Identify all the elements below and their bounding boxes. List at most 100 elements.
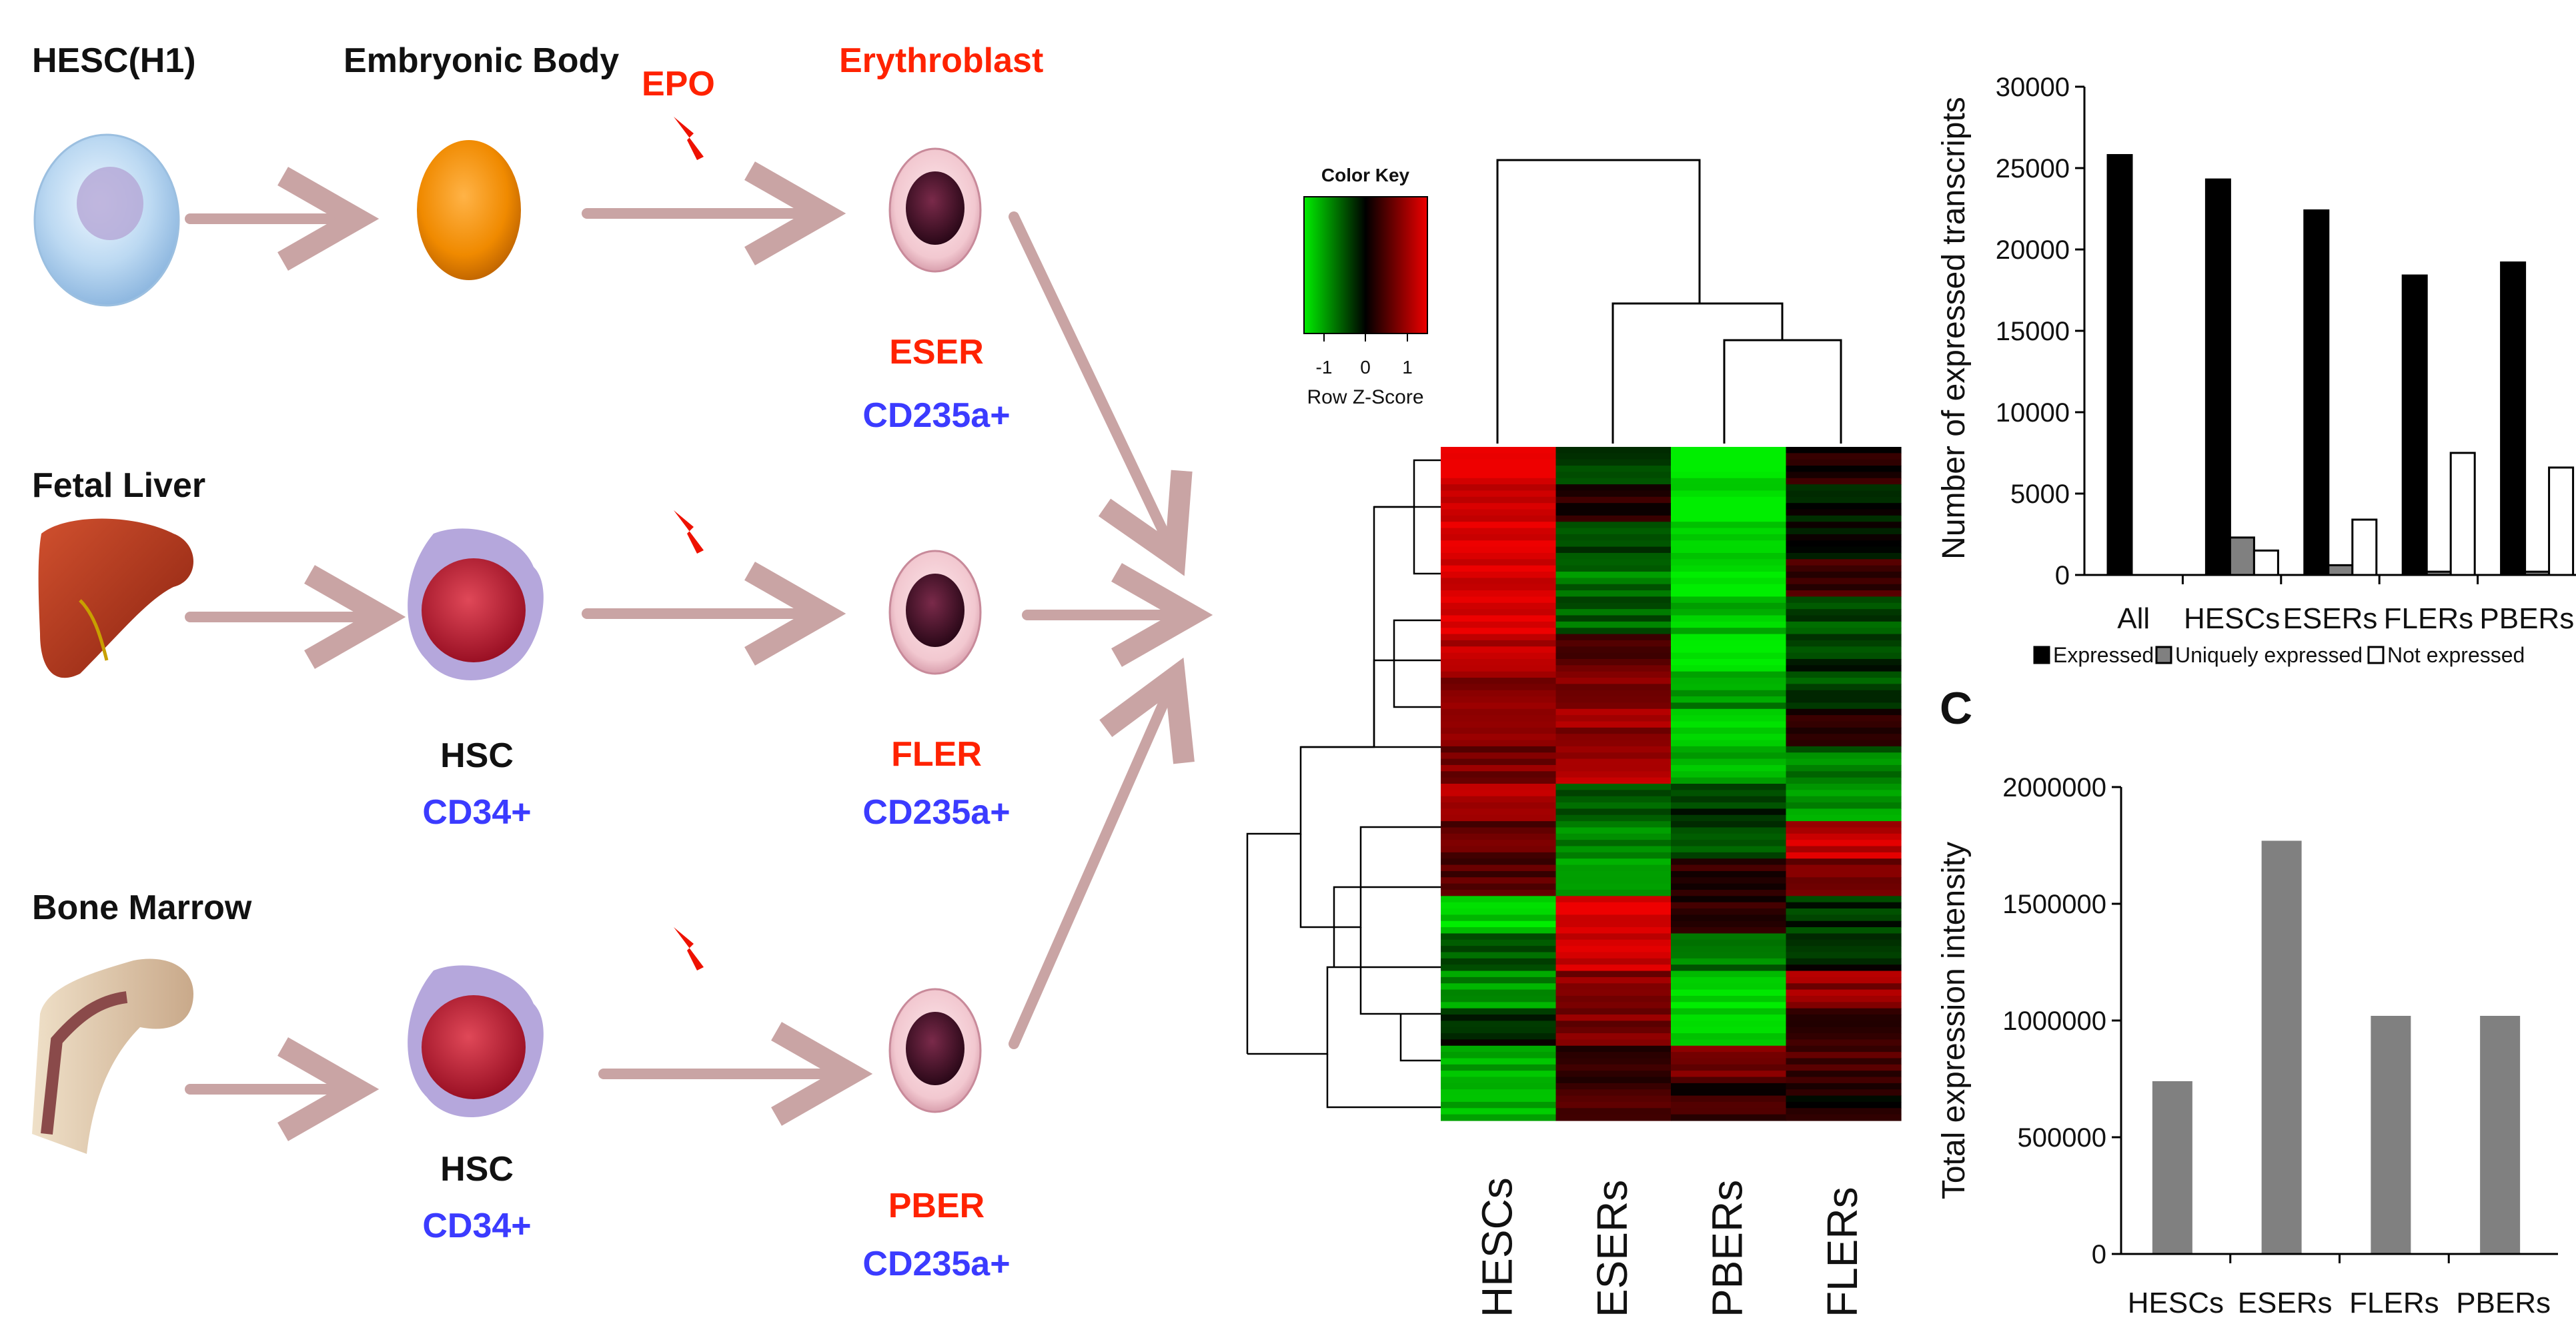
heatmap-cell [1441, 796, 1557, 803]
label-hsc-2: HSC [440, 1150, 514, 1189]
bar-intensity [2261, 840, 2302, 1254]
heatmap-cell [1555, 628, 1672, 635]
label-cd235a-eser: CD235a+ [862, 396, 1010, 435]
heatmap-cell [1671, 970, 1787, 978]
heatmap-cell [1441, 609, 1557, 616]
heatmap-cell [1555, 509, 1672, 516]
heatmap-cell [1441, 621, 1557, 628]
heatmap-cell [1555, 1015, 1672, 1021]
heatmap-cell [1441, 1015, 1557, 1021]
color-key-label: Row Z-Score [1307, 386, 1423, 408]
x-tick-label: ESERs [2283, 602, 2378, 635]
heatmap-cell [1671, 509, 1787, 516]
heatmap-cell [1555, 478, 1672, 485]
heatmap-cell [1555, 652, 1672, 660]
heatmap-cell [1671, 1015, 1787, 1021]
arrow-pber-converge [1009, 687, 1171, 1049]
heatmap-cell [1786, 509, 1902, 516]
heatmap-cell [1671, 1033, 1787, 1041]
y-tick-label: 5000 [2010, 480, 2070, 509]
heatmap-cell [1671, 515, 1787, 522]
heatmap-cell [1786, 572, 1902, 578]
heatmap-cell [1441, 596, 1557, 604]
heatmap-cell [1441, 578, 1557, 585]
heatmap-cell [1786, 727, 1902, 734]
x-tick-label: All [2117, 602, 2150, 635]
heatmap-cell [1555, 634, 1672, 641]
heatmap-cell [1441, 628, 1557, 635]
color-key-tick: -1 [1316, 357, 1333, 378]
heatmap-cell [1555, 1002, 1672, 1009]
y-tick-label: 2000000 [2002, 773, 2106, 802]
heatmap-cell [1441, 684, 1557, 691]
heatmap-cell [1671, 983, 1787, 990]
label-erythroblast: Erythroblast [839, 41, 1043, 80]
heatmap-cell [1786, 646, 1902, 654]
heatmap-cell [1786, 628, 1902, 635]
label-fler: FLER [891, 735, 982, 774]
y-tick-label: 0 [2055, 561, 2070, 590]
heatmap-cell [1441, 466, 1557, 473]
heatmap-cell [1555, 1058, 1672, 1065]
heatmap-cell [1786, 870, 1902, 878]
x-tick-label: FLERs [2349, 1287, 2439, 1319]
heatmap-cell [1786, 1095, 1902, 1103]
heatmap-cell [1555, 546, 1672, 554]
heatmap-cell [1555, 528, 1672, 535]
color-key: Color Key -1 0 1 Row Z-Score [1303, 165, 1428, 408]
heatmap-cell [1786, 889, 1902, 896]
bar-uniquely-expressed [2228, 536, 2255, 576]
heatmap-cell [1671, 1095, 1787, 1103]
heatmap-cell [1441, 777, 1557, 784]
heatmap-cell [1555, 708, 1672, 716]
bar-expressed [2500, 261, 2527, 576]
heatmap-cell [1671, 503, 1787, 510]
heatmap-cell [1441, 602, 1557, 610]
heatmap-cell [1786, 658, 1902, 666]
heatmap-cell [1441, 665, 1557, 672]
heatmap-cell [1441, 1077, 1557, 1084]
heatmap-cell [1671, 877, 1787, 884]
heatmap-cell [1441, 546, 1557, 554]
heatmap-cell [1786, 784, 1902, 790]
heatmap-cell [1555, 596, 1672, 604]
heatmap-cell [1441, 490, 1557, 498]
x-tick-label: HESCs [2128, 1287, 2224, 1319]
heatmap-cell [1441, 784, 1557, 790]
heatmap-cell [1555, 621, 1672, 628]
heatmap-cell [1671, 1027, 1787, 1034]
heatmap-cell [1671, 615, 1787, 622]
heatmap-cell [1786, 1021, 1902, 1028]
bone-marrow-image [32, 958, 193, 1154]
heatmap-cell [1555, 578, 1672, 585]
heatmap-cell [1555, 684, 1672, 691]
heatmap-cell [1671, 1058, 1787, 1065]
heatmap-cell [1786, 846, 1902, 853]
heatmap-cell [1671, 459, 1787, 466]
heatmap-cell [1671, 976, 1787, 984]
heatmap-cell [1786, 584, 1902, 591]
heatmap-cell [1441, 790, 1557, 797]
heatmap-cell [1555, 522, 1672, 529]
color-key-tick: 1 [1402, 357, 1413, 378]
heatmap-cell [1441, 559, 1557, 566]
heatmap-cell [1441, 503, 1557, 510]
heatmap-cell [1441, 746, 1557, 753]
heatmap-cell [1555, 609, 1672, 616]
heatmap-cell [1786, 565, 1902, 572]
heatmap-cell [1786, 958, 1902, 965]
heatmap-cell [1671, 621, 1787, 628]
bar-intensity [2480, 1016, 2521, 1254]
heatmap-cell [1786, 1052, 1902, 1059]
heatmap-cell [1786, 902, 1902, 909]
heatmap-cell [1786, 970, 1902, 978]
heatmap-cell [1671, 1101, 1787, 1109]
heatmap-cell [1671, 1083, 1787, 1090]
heatmap-cell [1786, 946, 1902, 953]
heatmap-cell [1671, 658, 1787, 666]
panel-label-c: C [1940, 683, 1972, 734]
heatmap-cell [1555, 752, 1672, 760]
workflow-arrows [185, 213, 1181, 1089]
heatmap-cell [1786, 684, 1902, 691]
